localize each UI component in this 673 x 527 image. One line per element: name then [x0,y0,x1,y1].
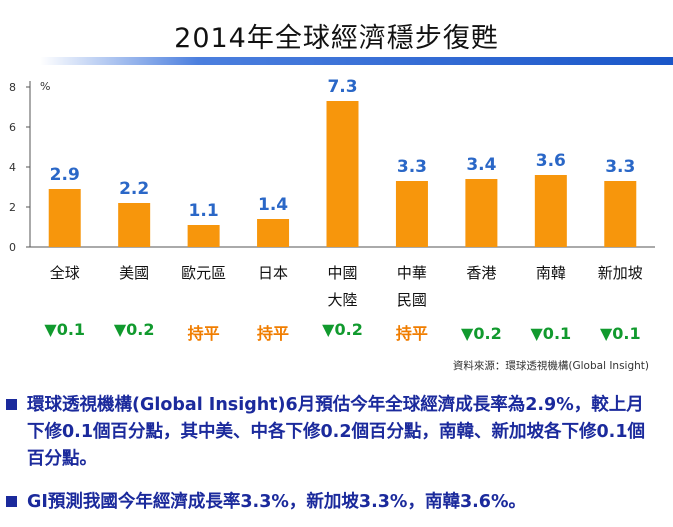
bar-value-label: 3.3 [397,157,427,177]
bullet-point-1: 環球透視機構(Global Insight)6月預估今年全球經濟成長率為2.9%… [6,392,656,473]
y-tick-label: 0 [9,241,16,254]
bar-value-label: 3.6 [536,151,566,171]
source-note: 資料來源：環球透視機構(Global Insight) [452,360,649,372]
x-category-label: 香港 [466,264,496,282]
bar-5 [326,101,359,247]
bar-value-label: 3.3 [605,157,635,177]
bar-6 [395,181,428,247]
x-category-label: 日本 [258,264,288,282]
bar-7 [465,179,498,247]
bar-value-label: 1.4 [258,195,288,215]
change-flat-label: 持平 [395,324,428,343]
x-category-label: 歐元區 [181,264,226,282]
x-category-label: 南韓 [536,264,566,282]
change-down-label: ▼0.2 [322,320,363,339]
change-down-label: ▼0.1 [599,324,641,343]
x-category-label: 中國 [327,264,357,282]
y-tick-label: 8 [9,81,16,94]
title-underline [40,57,673,65]
bar-9 [604,181,637,247]
bar-2 [118,203,151,247]
x-category-label: 中華 [397,264,427,282]
change-down-label: ▼0.2 [461,324,502,343]
bullet-point-2: GI預測我國今年經濟成長率3.3%，新加坡3.3%，南韓3.6%。 [6,489,656,516]
change-down-label: ▼0.1 [530,324,572,343]
page-title: 2014年全球經濟穩步復甦 [174,23,499,54]
growth-change-row: ▼0.1 ▼0.2 持平 持平 ▼0.2 持平 ▼0.2 ▼0.1 ▼0.1 [0,320,673,350]
y-tick-label: 2 [9,201,16,214]
x-category-label: 大陸 [327,291,357,309]
change-flat-label: 持平 [187,324,220,343]
bullet-square-icon [6,399,17,410]
x-category-label: 新加坡 [598,264,643,282]
bar-1 [48,189,81,247]
bar-value-label: 2.2 [119,179,149,199]
change-down-label: ▼0.2 [113,320,155,339]
bar-8 [534,175,567,247]
y-tick-label: 6 [9,121,16,134]
x-category-label: 民國 [397,291,427,309]
bullet-square-icon [6,496,17,507]
change-down-label: ▼0.1 [44,320,86,339]
bullet-text-2: GI預測我國今年經濟成長率3.3%，新加坡3.3%，南韓3.6%。 [27,492,526,512]
bar-chart: 0 2 4 6 8% 2.9 2.2 1.1 1.4 7.3 3.3 3.4 3.6 3.3 全球 美國 歐… [9,77,655,309]
y-axis-unit-label: % [40,80,50,93]
bullet-text-1: 環球透視機構(Global Insight)6月預估今年全球經濟成長率為2.9%… [27,395,646,469]
bar-3 [187,225,220,247]
y-tick-label: 4 [9,161,16,174]
bar-value-label: 3.4 [466,155,496,175]
x-category-label: 美國 [119,264,149,282]
bar-4 [257,219,290,247]
bar-value-label: 2.9 [50,165,80,185]
change-flat-label: 持平 [257,324,290,343]
bar-value-label: 1.1 [189,201,219,221]
x-category-label: 全球 [50,264,80,282]
bar-value-label: 7.3 [327,77,357,97]
